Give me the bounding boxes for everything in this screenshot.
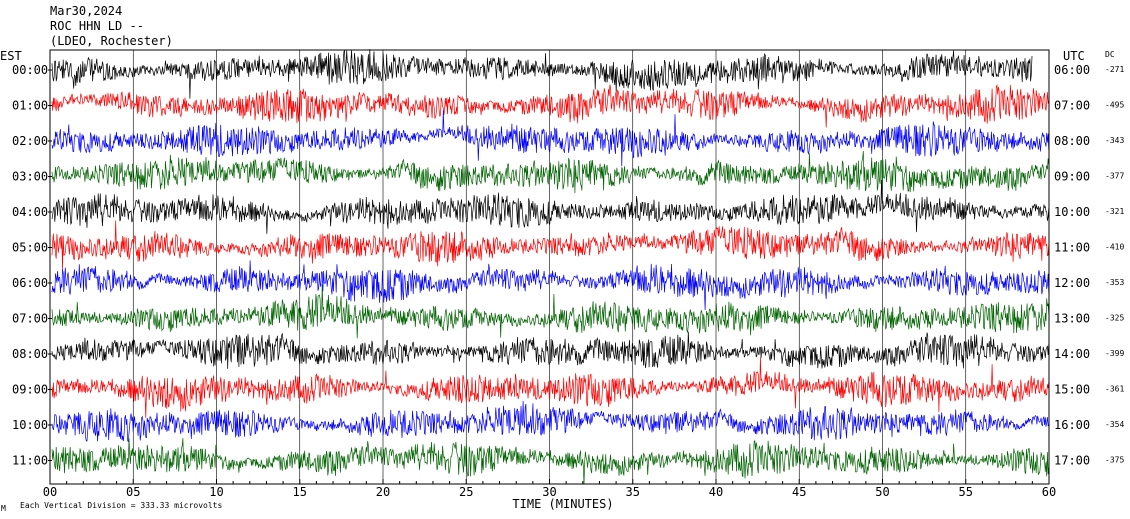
x-tick-label: 45 bbox=[792, 485, 806, 499]
dc-offset-labels: -271 -495 -343 -377 -321 -410 -353 -325 -399 -361… bbox=[1105, 65, 1124, 465]
trace-line bbox=[51, 150, 1050, 194]
x-tick-label: 25 bbox=[459, 485, 473, 499]
trace-line bbox=[51, 400, 1050, 443]
header-location: (LDEO, Rochester) bbox=[50, 34, 173, 48]
left-hour-label: 08:00 bbox=[12, 347, 48, 361]
dc-offset-value: -410 bbox=[1105, 243, 1124, 252]
x-tick-label: 05 bbox=[126, 485, 140, 499]
corner-mark: M bbox=[1, 504, 6, 513]
right-hour-label: 08:00 bbox=[1054, 134, 1090, 148]
left-hour-label: 07:00 bbox=[12, 312, 48, 326]
trace-line bbox=[51, 284, 1050, 339]
dc-offset-value: -375 bbox=[1105, 456, 1124, 465]
x-axis-label: TIME (MINUTES) bbox=[512, 497, 613, 511]
x-tick-label: 55 bbox=[959, 485, 973, 499]
right-hour-label: 10:00 bbox=[1054, 205, 1090, 219]
right-hour-label: 14:00 bbox=[1054, 347, 1090, 361]
header-station: ROC HHN LD -- bbox=[50, 19, 144, 33]
right-hour-label: 17:00 bbox=[1054, 454, 1090, 468]
dc-offset-value: -343 bbox=[1105, 136, 1124, 145]
left-hour-label: 01:00 bbox=[12, 99, 48, 113]
trace-line bbox=[51, 49, 1033, 99]
dc-offset-value: -271 bbox=[1105, 65, 1124, 74]
left-hour-label: 06:00 bbox=[12, 276, 48, 290]
trace-line bbox=[51, 357, 1050, 418]
left-hour-label: 02:00 bbox=[12, 134, 48, 148]
right-hour-label: 07:00 bbox=[1054, 99, 1090, 113]
right-hour-label: 11:00 bbox=[1054, 241, 1090, 255]
right-timezone-label: UTC bbox=[1063, 49, 1085, 63]
trace-line bbox=[51, 331, 1050, 369]
x-tick-label: 35 bbox=[626, 485, 640, 499]
left-hour-label: 09:00 bbox=[12, 383, 48, 397]
scale-note: Each Vertical Division = 333.33 microvol… bbox=[20, 501, 222, 510]
trace-line bbox=[51, 260, 1050, 311]
right-hour-label: 09:00 bbox=[1054, 170, 1090, 184]
x-tick-label: 20 bbox=[376, 485, 390, 499]
right-hour-label: 13:00 bbox=[1054, 312, 1090, 326]
right-hour-label: 12:00 bbox=[1054, 276, 1090, 290]
dc-offset-value: -361 bbox=[1105, 385, 1124, 394]
right-hour-labels: 06:00 07:00 08:00 09:00 10:00 11:00 12:00 13:00… bbox=[1054, 63, 1090, 468]
dc-offset-value: -399 bbox=[1105, 349, 1124, 358]
dc-offset-value: -325 bbox=[1105, 314, 1124, 323]
trace-line bbox=[51, 438, 1050, 485]
left-hour-labels: 00:00 01:00 02:00 03:00 04:00 05:00 06:00 07:00… bbox=[12, 63, 52, 468]
dc-offset-value: -321 bbox=[1105, 207, 1124, 216]
left-hour-label: 05:00 bbox=[12, 241, 48, 255]
seismic-traces bbox=[51, 49, 1050, 485]
x-tick-label: 00 bbox=[43, 485, 57, 499]
trace-line bbox=[51, 110, 1050, 167]
header-date: Mar30,2024 bbox=[50, 4, 123, 18]
dc-offset-value: -495 bbox=[1105, 101, 1124, 110]
dc-offset-value: -353 bbox=[1105, 278, 1124, 287]
right-hour-label: 15:00 bbox=[1054, 383, 1090, 397]
x-tick-label: 10 bbox=[209, 485, 223, 499]
right-hour-label: 06:00 bbox=[1054, 63, 1090, 77]
trace-line bbox=[51, 84, 1050, 128]
dc-header-label: DC bbox=[1105, 50, 1115, 59]
dc-offset-value: -354 bbox=[1105, 420, 1124, 429]
left-hour-label: 03:00 bbox=[12, 170, 48, 184]
x-tick-label: 60 bbox=[1042, 485, 1056, 499]
left-timezone-label: EST bbox=[0, 49, 22, 63]
left-hour-label: 00:00 bbox=[12, 63, 48, 77]
x-tick-label: 50 bbox=[875, 485, 889, 499]
trace-line bbox=[51, 220, 1050, 271]
x-axis-ticks: 00 05 10 15 20 25 30 35 40 45 50 55 60 bbox=[43, 479, 1056, 499]
trace-line bbox=[51, 179, 1050, 234]
left-hour-label: 10:00 bbox=[12, 418, 48, 432]
left-hour-label: 04:00 bbox=[12, 205, 48, 219]
left-hour-label: 11:00 bbox=[12, 454, 48, 468]
right-hour-label: 16:00 bbox=[1054, 418, 1090, 432]
x-tick-label: 30 bbox=[542, 485, 556, 499]
dc-offset-value: -377 bbox=[1105, 172, 1124, 181]
x-tick-label: 15 bbox=[293, 485, 307, 499]
x-tick-label: 40 bbox=[709, 485, 723, 499]
